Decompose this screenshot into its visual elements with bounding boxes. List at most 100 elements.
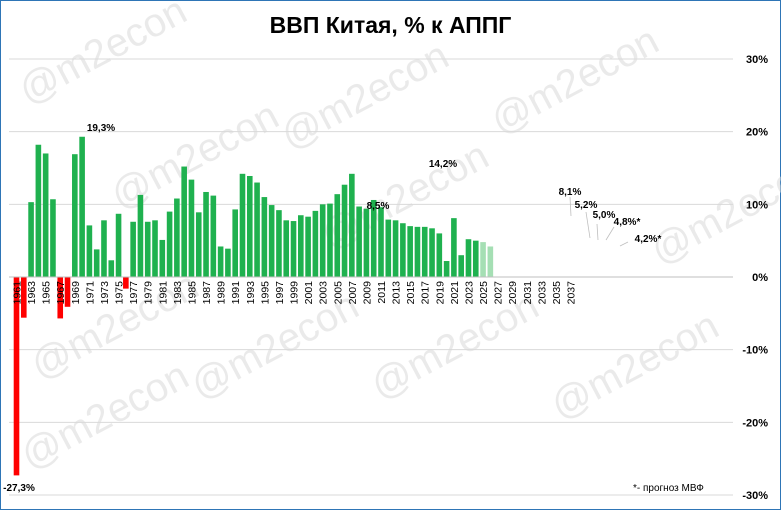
x-tick-label: 1975 bbox=[114, 281, 126, 305]
x-tick-label: 1983 bbox=[172, 281, 184, 305]
bars bbox=[9, 136, 733, 476]
bar-1986 bbox=[195, 212, 202, 277]
data-label-1970: 19,3% bbox=[87, 123, 115, 134]
x-tick-label: 1997 bbox=[274, 281, 286, 305]
x-tick-label: 2019 bbox=[434, 281, 446, 305]
watermark-text: @m2econ bbox=[274, 33, 456, 158]
y-tick-label: 30% bbox=[746, 54, 768, 66]
bar-2013 bbox=[392, 220, 399, 277]
bar-2015 bbox=[407, 226, 413, 277]
bar-2002 bbox=[312, 210, 319, 277]
data-label-leader bbox=[596, 223, 599, 241]
bar-2008 bbox=[356, 206, 362, 277]
bar-2011 bbox=[378, 207, 384, 277]
bar-1987 bbox=[203, 191, 209, 277]
bar-1978 bbox=[137, 194, 144, 277]
data-label-leader bbox=[605, 226, 615, 241]
bar-2010 bbox=[370, 199, 377, 277]
x-tick-label: 1981 bbox=[157, 281, 169, 305]
bar-1963 bbox=[28, 202, 34, 277]
bar-2017 bbox=[421, 226, 428, 277]
data-label-2021: 8,1% bbox=[559, 187, 582, 198]
x-tick-label: 2005 bbox=[332, 281, 344, 305]
data-label-2025: 4,8%* bbox=[614, 217, 641, 228]
x-tick-label: 1991 bbox=[230, 281, 242, 305]
y-tick-label: 20% bbox=[746, 127, 768, 139]
data-label-2023: 5,2% bbox=[575, 200, 598, 211]
bar-1995 bbox=[261, 197, 268, 277]
y-axis-tick-labels: 30% 20% 10% 0% -10% -20% -30% bbox=[742, 54, 768, 502]
x-tick-label: 2037 bbox=[566, 281, 578, 305]
bar-2009 bbox=[363, 208, 370, 277]
bar-2005 bbox=[334, 194, 341, 277]
bar-2007 bbox=[349, 173, 355, 277]
bar-1966 bbox=[50, 199, 56, 277]
bar-1984 bbox=[181, 166, 187, 277]
bar-1970 bbox=[79, 136, 85, 277]
x-tick-label: 2023 bbox=[463, 281, 475, 305]
bar-2026 bbox=[487, 246, 494, 277]
x-tick-label: 1989 bbox=[216, 281, 228, 305]
forecast-footnote: *- прогноз МВФ bbox=[633, 483, 704, 494]
bar-2023 bbox=[465, 239, 472, 277]
x-tick-label: 1987 bbox=[201, 281, 213, 305]
bar-2025 bbox=[480, 242, 486, 277]
bar-2016 bbox=[414, 226, 421, 277]
bar-1975 bbox=[115, 213, 122, 277]
x-tick-label: 2007 bbox=[347, 281, 359, 305]
bar-1961 bbox=[13, 277, 20, 476]
x-tick-label: 2017 bbox=[420, 281, 432, 305]
x-tick-label: 2021 bbox=[449, 281, 461, 305]
data-label-2007: 14,2% bbox=[429, 159, 457, 170]
bar-2000 bbox=[298, 215, 304, 277]
bar-1990 bbox=[225, 248, 231, 277]
x-tick-label: 1977 bbox=[128, 281, 140, 305]
x-tick-label: 1961 bbox=[12, 281, 24, 305]
x-tick-label: 2029 bbox=[507, 281, 519, 305]
bar-2012 bbox=[385, 219, 392, 277]
data-label-2026: 4,2%* bbox=[635, 234, 662, 245]
x-tick-label: 1971 bbox=[84, 281, 96, 305]
bar-1968 bbox=[64, 277, 71, 307]
x-tick-label: 1967 bbox=[55, 281, 67, 305]
data-label-2000: 8,5% bbox=[367, 201, 390, 212]
bar-2003 bbox=[319, 204, 326, 277]
data-label-1961: -27,3% bbox=[3, 483, 35, 494]
data-label-leader bbox=[569, 196, 572, 217]
bar-1993 bbox=[246, 175, 253, 277]
bar-1988 bbox=[210, 195, 217, 277]
x-tick-label: 2025 bbox=[478, 281, 490, 305]
bar-1996 bbox=[268, 205, 275, 277]
bar-2006 bbox=[341, 184, 348, 277]
bar-1971 bbox=[86, 225, 93, 277]
y-tick-label: -20% bbox=[742, 417, 768, 429]
bar-1973 bbox=[101, 220, 107, 277]
bar-1997 bbox=[276, 210, 282, 277]
data-label-leader bbox=[585, 211, 591, 239]
y-tick-label: 0% bbox=[752, 272, 768, 284]
x-tick-label: 1995 bbox=[259, 281, 271, 305]
bar-1980 bbox=[152, 220, 158, 277]
x-tick-label: 1965 bbox=[41, 281, 53, 305]
bar-1965 bbox=[42, 153, 49, 277]
bar-1999 bbox=[290, 221, 297, 277]
x-tick-label: 1963 bbox=[26, 281, 38, 305]
bar-2001 bbox=[305, 216, 311, 277]
bar-1992 bbox=[239, 173, 246, 277]
data-label-leader bbox=[619, 241, 629, 247]
x-tick-label: 1993 bbox=[245, 281, 257, 305]
bar-2004 bbox=[327, 203, 333, 277]
x-tick-label: 1973 bbox=[99, 281, 111, 305]
x-tick-label: 2027 bbox=[493, 281, 505, 305]
bar-1985 bbox=[188, 179, 195, 277]
x-tick-label: 2009 bbox=[361, 281, 373, 305]
bar-1967 bbox=[57, 277, 64, 319]
bar-1974 bbox=[108, 260, 115, 277]
bar-2019 bbox=[436, 233, 443, 277]
x-tick-label: 1999 bbox=[289, 281, 301, 305]
x-tick-label: 2033 bbox=[536, 281, 548, 305]
watermark-text: @m2econ bbox=[544, 303, 726, 428]
x-axis-tick-labels: 1961 1963 1965 1967 1969 1971 1973 1975 1977 1979… bbox=[12, 281, 578, 305]
x-tick-label: 1969 bbox=[70, 281, 82, 305]
